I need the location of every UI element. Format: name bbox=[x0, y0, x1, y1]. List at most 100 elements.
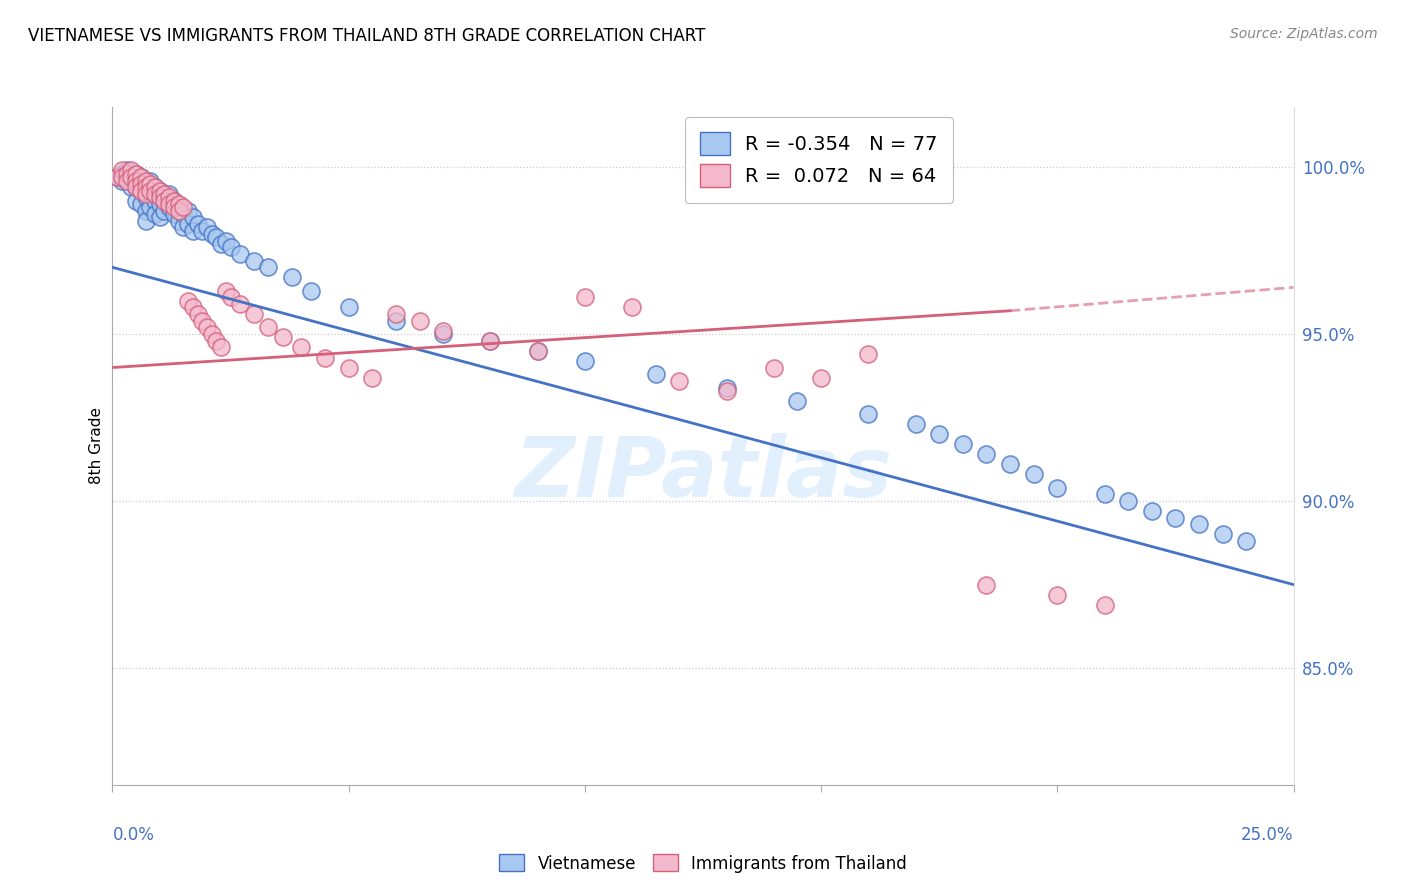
Point bbox=[1094, 487, 1116, 501]
Point bbox=[526, 343, 548, 358]
Point bbox=[163, 194, 186, 208]
Point bbox=[177, 203, 200, 218]
Point bbox=[716, 380, 738, 394]
Text: 0.0%: 0.0% bbox=[112, 826, 155, 844]
Point bbox=[163, 207, 186, 221]
Point bbox=[281, 270, 304, 285]
Point bbox=[125, 180, 148, 194]
Point bbox=[125, 194, 148, 208]
Point bbox=[143, 194, 166, 208]
Point bbox=[153, 190, 176, 204]
Point bbox=[215, 284, 238, 298]
Point bbox=[257, 320, 280, 334]
Point bbox=[219, 290, 242, 304]
Point bbox=[621, 301, 644, 315]
Point bbox=[143, 180, 166, 194]
Point bbox=[129, 184, 152, 198]
Point bbox=[432, 327, 454, 342]
Point bbox=[858, 347, 880, 361]
Point bbox=[172, 220, 194, 235]
Point bbox=[157, 197, 180, 211]
Point bbox=[135, 190, 157, 204]
Point bbox=[337, 360, 360, 375]
Point bbox=[786, 393, 808, 408]
Point bbox=[215, 234, 238, 248]
Point bbox=[105, 170, 128, 185]
Point bbox=[385, 307, 408, 321]
Point bbox=[952, 437, 974, 451]
Point bbox=[149, 197, 172, 211]
Point bbox=[976, 577, 998, 591]
Point bbox=[153, 203, 176, 218]
Text: Source: ZipAtlas.com: Source: ZipAtlas.com bbox=[1230, 27, 1378, 41]
Point bbox=[129, 170, 152, 185]
Point bbox=[762, 360, 785, 375]
Point bbox=[139, 173, 162, 187]
Point bbox=[201, 227, 224, 241]
Point bbox=[177, 217, 200, 231]
Point bbox=[181, 224, 204, 238]
Point bbox=[205, 230, 228, 244]
Point bbox=[479, 334, 502, 348]
Point bbox=[143, 180, 166, 194]
Point bbox=[167, 213, 190, 227]
Point bbox=[167, 200, 190, 214]
Point bbox=[149, 184, 172, 198]
Point bbox=[157, 190, 180, 204]
Point bbox=[172, 207, 194, 221]
Point bbox=[139, 177, 162, 191]
Point bbox=[644, 368, 666, 382]
Point bbox=[1212, 527, 1234, 541]
Point bbox=[526, 343, 548, 358]
Point bbox=[115, 173, 138, 187]
Point bbox=[1094, 598, 1116, 612]
Point bbox=[229, 247, 252, 261]
Point bbox=[209, 341, 232, 355]
Point bbox=[115, 167, 138, 181]
Point bbox=[105, 170, 128, 185]
Point bbox=[149, 211, 172, 225]
Point bbox=[163, 194, 186, 208]
Point bbox=[209, 236, 232, 251]
Point bbox=[135, 177, 157, 191]
Point bbox=[337, 301, 360, 315]
Point bbox=[157, 200, 180, 214]
Point bbox=[191, 224, 214, 238]
Point bbox=[858, 407, 880, 421]
Point bbox=[143, 207, 166, 221]
Point bbox=[219, 240, 242, 254]
Point bbox=[1046, 481, 1069, 495]
Point bbox=[172, 200, 194, 214]
Text: 25.0%: 25.0% bbox=[1241, 826, 1294, 844]
Point bbox=[115, 163, 138, 178]
Point bbox=[153, 194, 176, 208]
Point bbox=[229, 297, 252, 311]
Point bbox=[129, 197, 152, 211]
Point bbox=[1140, 504, 1163, 518]
Point bbox=[157, 186, 180, 201]
Point bbox=[257, 260, 280, 275]
Point bbox=[125, 173, 148, 187]
Point bbox=[139, 184, 162, 198]
Point bbox=[129, 184, 152, 198]
Point bbox=[111, 167, 134, 181]
Point bbox=[167, 203, 190, 218]
Point bbox=[479, 334, 502, 348]
Point bbox=[139, 200, 162, 214]
Point bbox=[149, 184, 172, 198]
Point bbox=[1046, 588, 1069, 602]
Point bbox=[181, 211, 204, 225]
Point bbox=[243, 253, 266, 268]
Point bbox=[111, 173, 134, 187]
Point bbox=[904, 417, 927, 432]
Point bbox=[120, 170, 142, 185]
Point bbox=[574, 354, 596, 368]
Point bbox=[129, 170, 152, 185]
Point bbox=[243, 307, 266, 321]
Point bbox=[111, 170, 134, 185]
Point bbox=[149, 190, 172, 204]
Point bbox=[167, 197, 190, 211]
Point bbox=[810, 370, 832, 384]
Point bbox=[432, 324, 454, 338]
Point bbox=[186, 217, 208, 231]
